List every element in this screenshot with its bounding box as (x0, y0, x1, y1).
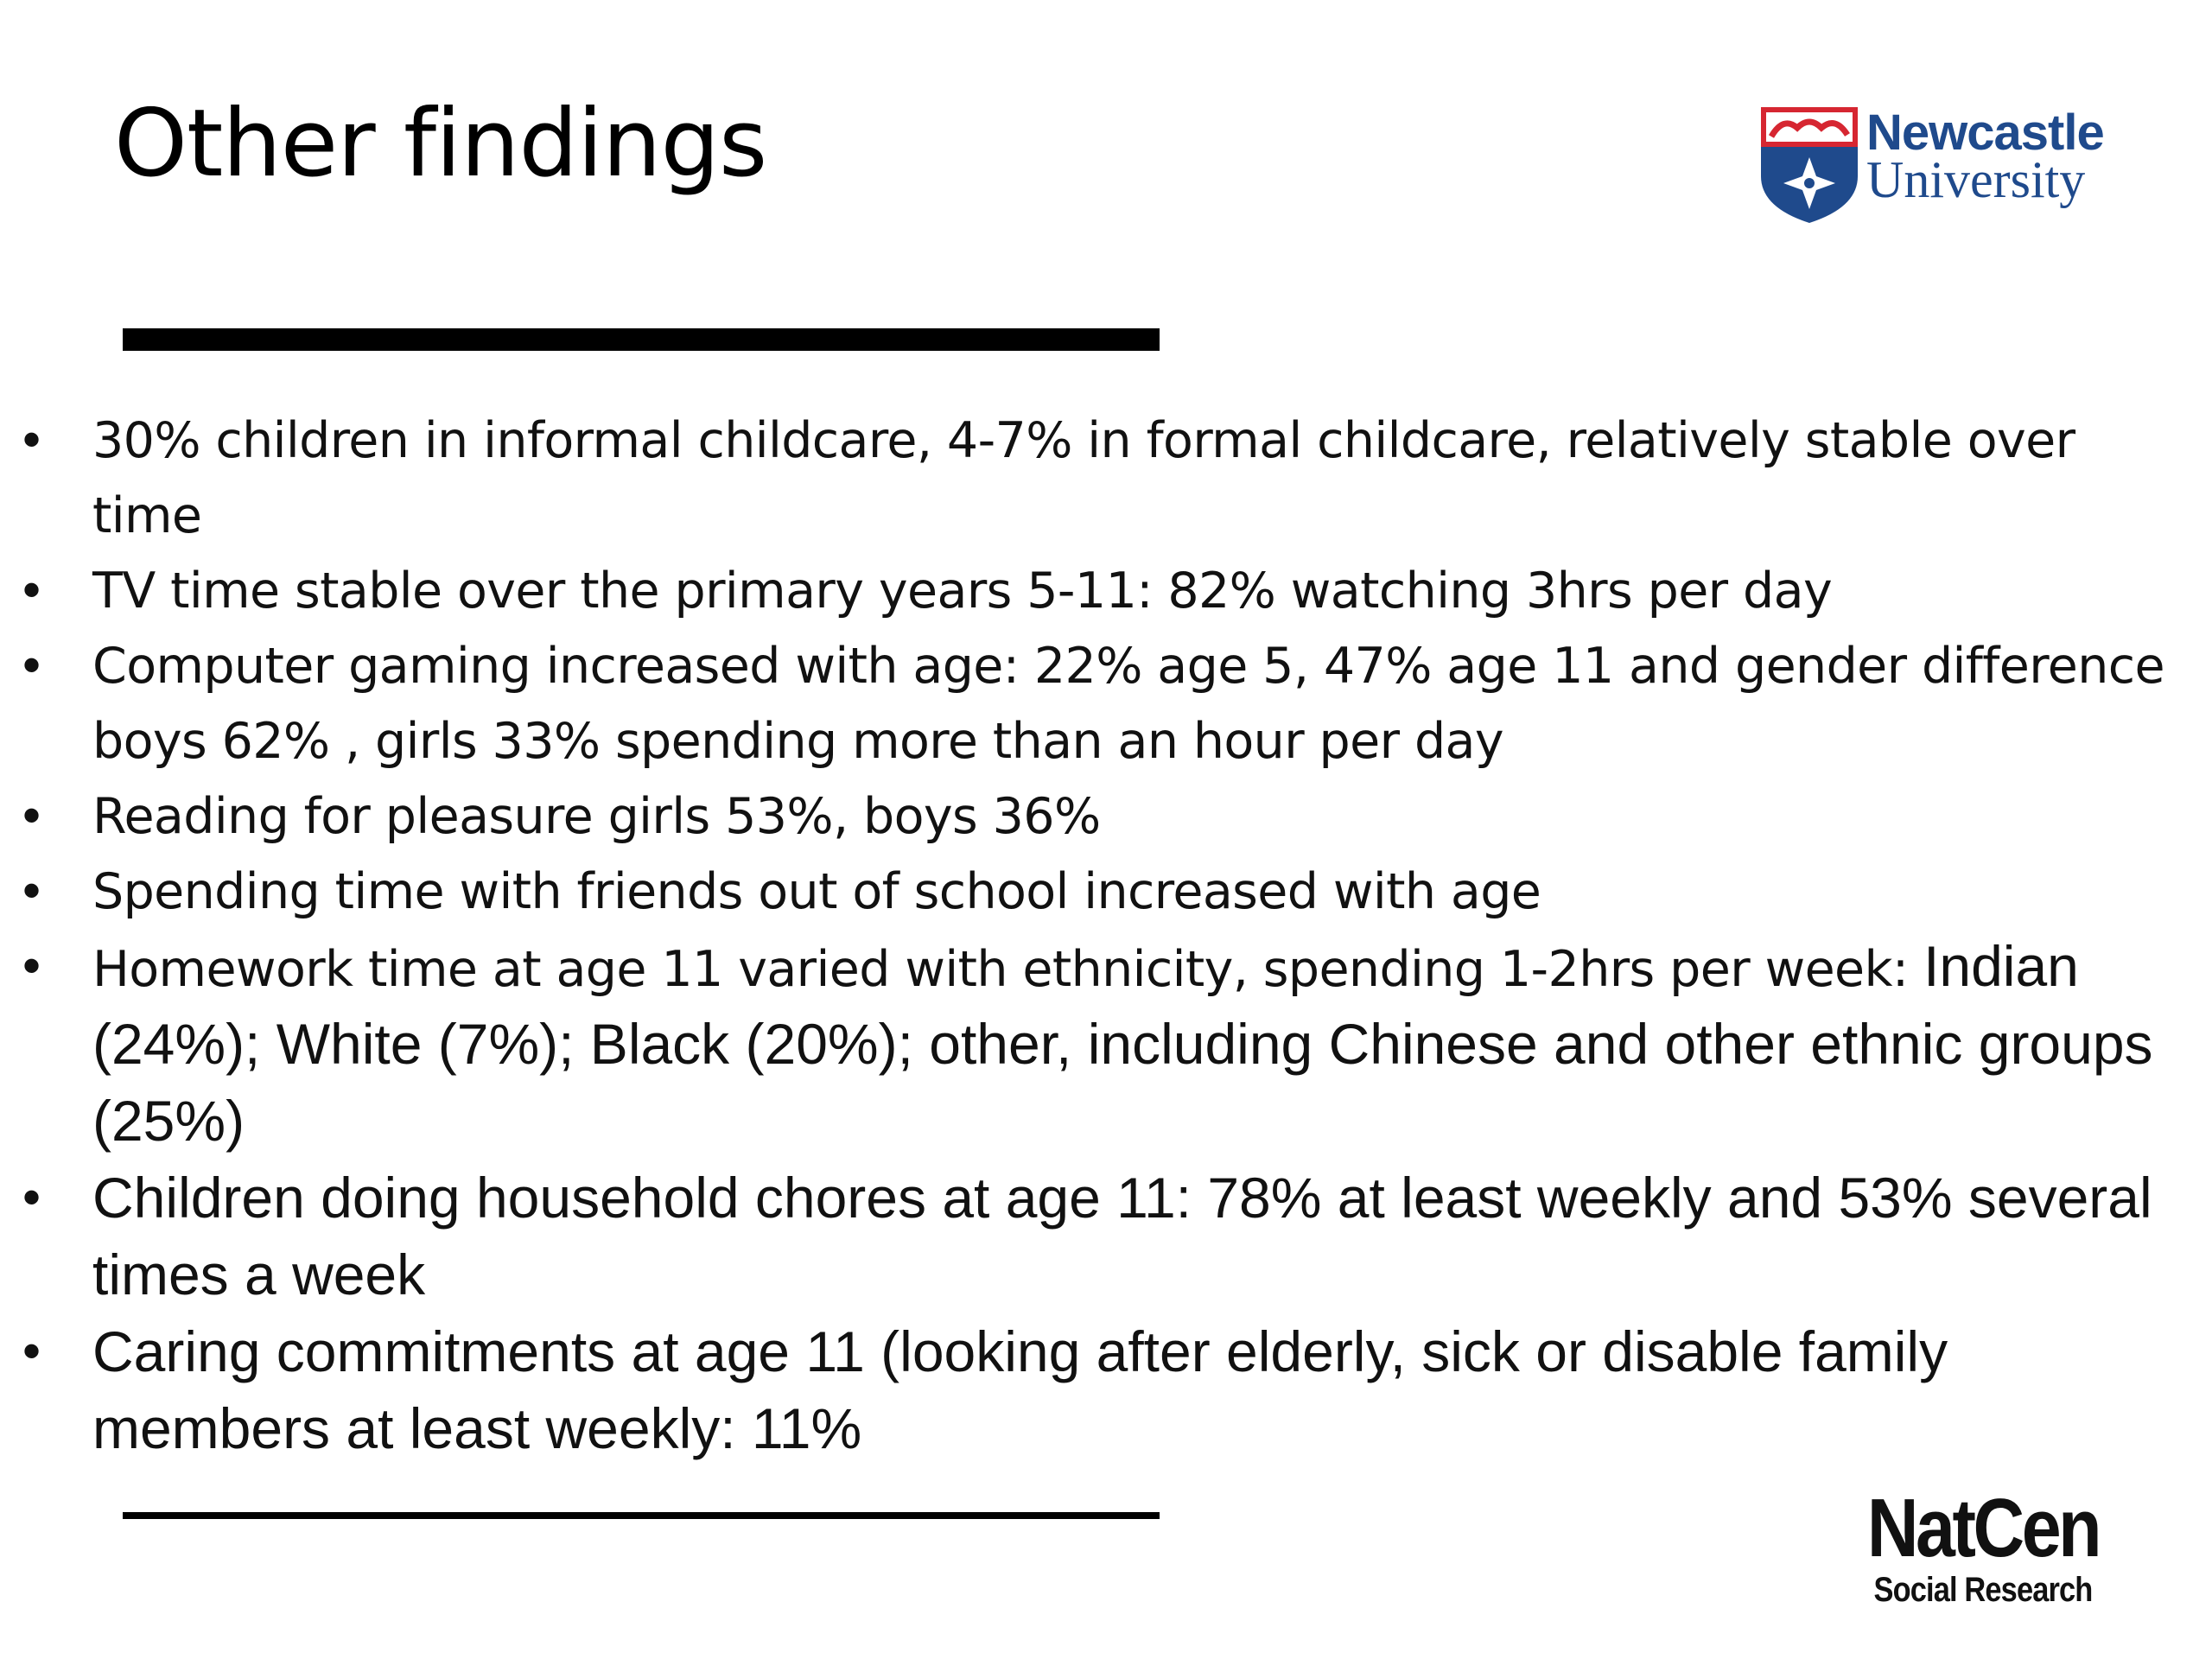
finding-text: Children doing household chores at age 1… (92, 1166, 2152, 1306)
title-underline (123, 328, 1160, 351)
finding-item: • Computer gaming increased with age: 22… (0, 628, 2212, 779)
bullet-marker: • (22, 561, 41, 619)
finding-text: Homework time at age 11 varied with ethn… (92, 941, 1924, 998)
bullet-marker: • (22, 410, 41, 468)
newcastle-shield-icon (1761, 107, 1858, 223)
bullet-marker: • (22, 786, 41, 844)
slide-title: Other findings (114, 90, 767, 198)
finding-item: • Spending time with friends out of scho… (0, 854, 2212, 929)
finding-item: • Reading for pleasure girls 53%, boys 3… (0, 779, 2212, 854)
natcen-logo-tagline: Social Research (1873, 1571, 2094, 1609)
newcastle-logo-line2: University (1866, 151, 2086, 208)
natcen-logo: NatCen Social Research (1840, 1486, 2126, 1616)
bullet-marker: • (22, 861, 41, 919)
bullet-marker: • (22, 1168, 41, 1226)
finding-item: • Caring commitments at age 11 (looking … (0, 1314, 2212, 1468)
finding-text: Spending time with friends out of school… (92, 863, 1541, 920)
bullet-marker: • (22, 1322, 41, 1380)
finding-item: • Homework time at age 11 varied with et… (0, 929, 2212, 1160)
finding-item: • Children doing household chores at age… (0, 1160, 2212, 1314)
natcen-logo-name: NatCen (1866, 1482, 2102, 1574)
finding-item: • TV time stable over the primary years … (0, 553, 2212, 628)
finding-text: Caring commitments at age 11 (looking af… (92, 1319, 1948, 1460)
findings-list: • 30% children in informal childcare, 4-… (0, 403, 2212, 1468)
finding-text: Computer gaming increased with age: 22% … (92, 638, 2165, 770)
bullet-marker: • (22, 636, 41, 694)
footer-rule (123, 1512, 1160, 1519)
finding-text-continued: Indian (24%); White (7%); Black (20%); o… (92, 934, 2153, 1153)
finding-text: 30% children in informal childcare, 4-7%… (92, 412, 2075, 544)
finding-item: • 30% children in informal childcare, 4-… (0, 403, 2212, 553)
newcastle-logo-line1: Newcastle (1866, 105, 2105, 161)
newcastle-university-logo: Newcastle University (1759, 105, 2113, 226)
finding-text: Reading for pleasure girls 53%, boys 36% (92, 788, 1101, 845)
finding-text: TV time stable over the primary years 5-… (92, 563, 1833, 620)
bullet-marker: • (22, 937, 41, 995)
